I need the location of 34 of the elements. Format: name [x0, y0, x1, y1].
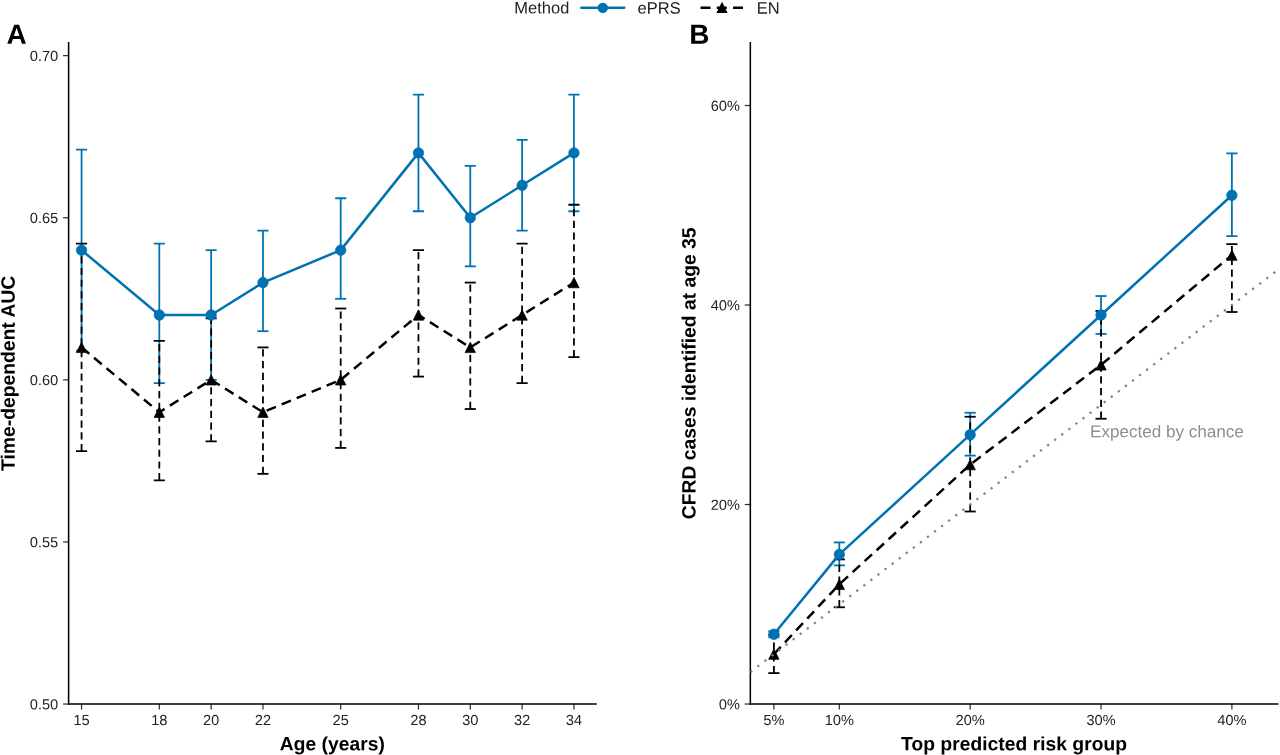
- x-tick-label: 10%: [825, 714, 854, 726]
- y-tick-label: 0%: [719, 699, 740, 710]
- x-tick-label: 5%: [763, 714, 784, 726]
- y-tick-label: 40%: [711, 300, 740, 311]
- x-tick-label: 25: [333, 714, 349, 726]
- x-tick-label: 34: [566, 714, 582, 726]
- y-axis-title: Time-dependent AUC: [0, 276, 19, 471]
- x-tick-label: 18: [152, 714, 167, 726]
- x-tick-label: 15: [74, 714, 90, 726]
- annotation: Expected by chance: [1091, 424, 1244, 441]
- legend-title: Method: [515, 1, 569, 14]
- point: [568, 277, 580, 289]
- legend-label: EN: [758, 2, 779, 14]
- x-tick-label: 40%: [1217, 714, 1246, 726]
- chart-title: A: [7, 24, 26, 44]
- y-tick-label: 0.70: [30, 50, 58, 62]
- x-tick-label: 32: [514, 714, 530, 726]
- y-axis-title: CFRD cases identified at age 35: [681, 227, 700, 519]
- y-tick-label: 0.65: [30, 212, 58, 224]
- y-tick-label: 0.60: [30, 374, 58, 386]
- x-tick-label: 22: [255, 714, 271, 726]
- y-tick-label: 0.50: [30, 699, 58, 710]
- y-tick-label: 20%: [711, 499, 740, 510]
- x-axis-title: Top predicted risk group: [901, 736, 1127, 755]
- x-tick-label: 28: [411, 714, 426, 726]
- y-tick-label: 60%: [711, 100, 740, 111]
- x-tick-label: 30%: [1087, 714, 1116, 726]
- legend-label: ePRS: [638, 2, 680, 14]
- chart-title: B: [691, 24, 709, 44]
- y-tick-label: 0.55: [30, 537, 58, 548]
- x-tick-label: 20%: [956, 714, 985, 726]
- x-tick-label: 30: [462, 714, 478, 726]
- x-axis-title: Age (years): [280, 736, 384, 755]
- x-tick-label: 20: [203, 714, 219, 726]
